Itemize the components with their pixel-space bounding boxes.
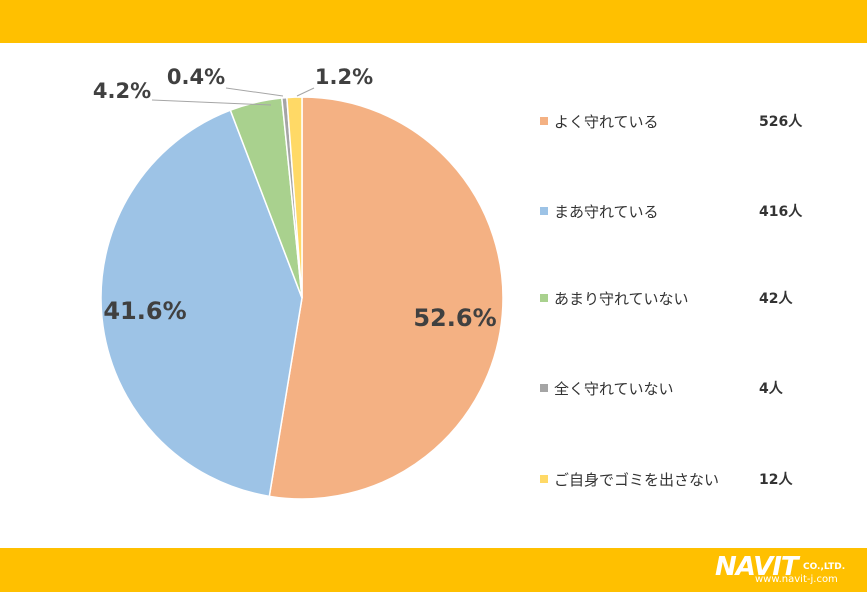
legend-label: あまり守れていない bbox=[554, 289, 689, 308]
leader-line-3 bbox=[151, 99, 272, 106]
bottom-band bbox=[0, 548, 867, 592]
pie-data-label-5: 1.2% bbox=[315, 65, 373, 89]
legend-label: ご自身でゴミを出さない bbox=[554, 470, 720, 489]
legend-swatch bbox=[540, 117, 548, 125]
legend-item-2: まあ守れている 416人 bbox=[540, 199, 860, 223]
navit-logo: NAVIT CO.,LTD. www.navit-j.com bbox=[715, 552, 863, 588]
legend-swatch bbox=[540, 384, 548, 392]
chart-legend: よく守れている 526人まあ守れている 416人あまり守れていない 42人全く守れてい… bbox=[540, 43, 860, 548]
legend-swatch bbox=[540, 294, 548, 302]
legend-label: 全く守れていない bbox=[554, 379, 674, 398]
legend-label: よく守れている bbox=[554, 112, 659, 131]
pie-data-label-2: 41.6% bbox=[103, 297, 186, 325]
legend-item-1: よく守れている 526人 bbox=[540, 109, 860, 133]
legend-count: 416人 bbox=[759, 204, 803, 220]
legend-label: まあ守れている bbox=[554, 202, 659, 221]
pie-slice-2 bbox=[100, 109, 303, 498]
legend-swatch bbox=[540, 207, 548, 215]
logo-main-text: NAVIT bbox=[715, 552, 799, 582]
pie-chart-area: 52.6% 41.6% 4.2% 0.4% 1.2% よく守れている 526人まあ守れてい… bbox=[0, 43, 867, 548]
pie-data-label-1: 52.6% bbox=[413, 304, 496, 332]
leader-line-4 bbox=[225, 87, 284, 97]
legend-swatch bbox=[540, 475, 548, 483]
top-band bbox=[0, 0, 867, 43]
legend-count: 42人 bbox=[759, 291, 793, 307]
legend-item-4: 全く守れていない 4人 bbox=[540, 376, 860, 400]
pie-slice-1 bbox=[268, 96, 504, 500]
legend-count: 526人 bbox=[759, 114, 803, 130]
legend-count: 12人 bbox=[759, 472, 793, 488]
pie-data-label-4: 0.4% bbox=[167, 65, 225, 89]
legend-item-3: あまり守れていない 42人 bbox=[540, 286, 860, 310]
pie-slice-5 bbox=[286, 96, 303, 299]
logo-suffix-text: CO.,LTD. bbox=[803, 562, 846, 572]
pie-chart: 52.6% 41.6% 4.2% 0.4% 1.2% bbox=[93, 65, 504, 500]
logo-url-text: www.navit-j.com bbox=[755, 574, 838, 585]
legend-count: 4人 bbox=[759, 381, 783, 397]
legend-item-5: ご自身でゴミを出さない 12人 bbox=[540, 467, 860, 491]
leader-line-5 bbox=[296, 87, 315, 97]
pie-data-label-3: 4.2% bbox=[93, 79, 151, 103]
